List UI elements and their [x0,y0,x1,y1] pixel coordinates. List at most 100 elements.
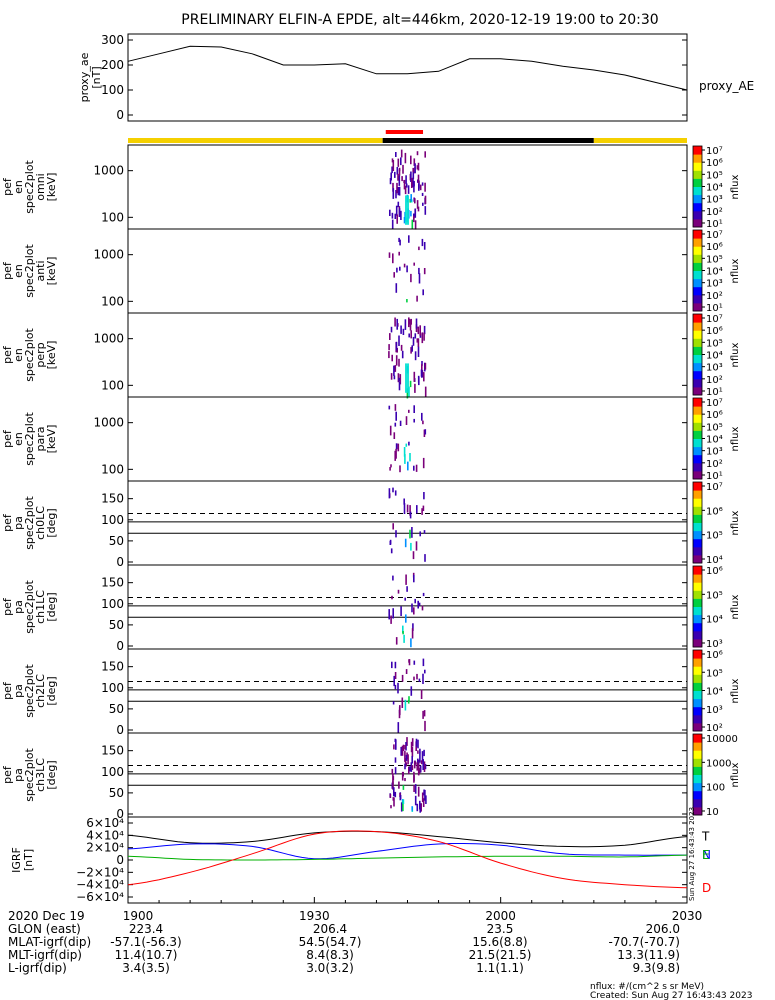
spectrogram-ylabel-line: [deg] [45,676,58,705]
colorbar-segment [693,202,702,212]
colorbar-segment [693,178,702,187]
colorbar-segment [693,354,702,364]
colorbar-label: nflux [730,342,741,367]
spectrogram-core-flux [405,195,410,225]
colorbar-segment [693,406,702,415]
colorbar-segment [693,530,702,540]
spectrogram-ylabel-line: en [12,348,25,362]
spectrogram-ylabel-line: [deg] [45,592,58,621]
spectrogram-ylabel-line: pef [1,513,14,532]
colorbar-tick-label: 10³ [706,705,723,716]
colorbar-segment [693,322,702,331]
colorbar-segment [693,186,702,196]
colorbar-segment [693,582,702,591]
colorbar-tick-label: 10⁷ [706,398,723,409]
spectrogram-ytick-label: 50 [109,534,124,548]
spectrogram-core-flux [405,363,410,393]
colorbar-tick-label: 10³ [706,639,723,650]
colorbar-tick-label: 10⁶ [706,566,723,577]
colorbar-segment [693,482,702,491]
colorbar-segment [693,658,702,667]
colorbar-segment [693,254,702,263]
colorbar-segment [693,346,702,355]
colorbar-tick-label: 1000 [706,758,731,769]
footer-row-value: 206.4 [313,922,347,936]
spectrogram-ylabel-line: spec2plot [23,580,36,634]
colorbar-tick-label: 10⁴ [706,435,723,446]
colorbar-segment [693,538,702,548]
colorbar-segment [693,666,702,675]
igrf-ytick-label: 0 [116,853,124,867]
igrf-ytick-label: 2×10⁴ [86,841,124,855]
colorbar-tick-label: 10⁶ [706,506,723,517]
colorbar-tick-label: 10² [706,375,723,386]
time-axis-label: 1900 [123,909,154,923]
colorbar-segment [693,714,702,724]
spectrogram-ytick-label: 0 [116,807,124,821]
igrf-series-label-d: D [702,881,711,895]
colorbar-segment [693,506,702,515]
spectrogram-ytick-label: 50 [109,618,124,632]
spectrogram-ylabel-line: pef [1,429,14,448]
colorbar-segment [693,330,702,339]
colorbar-segment [693,246,702,255]
colorbar-tick-label: 10² [706,207,723,218]
colorbar-tick-label: 10 [706,807,719,818]
igrf-ytick-label: −6×10⁴ [76,890,124,904]
colorbar-label: nflux [730,762,741,787]
spectrogram-ylabel: elapefenspec2plotanti[keV] [0,244,58,298]
spectrogram-ylabel-line: pef [1,177,14,196]
spectrogram-ylabel-line: en [12,264,25,278]
colorbar-segment [693,806,702,816]
proxy-ae-line [127,45,688,91]
spectrogram-ylabel-line: pef [1,597,14,616]
footer-row-value: 23.5 [487,922,514,936]
colorbar-segment [693,682,702,691]
colorbar-tick-label: 10² [706,723,723,734]
footer-row-value: 8.4(8.3) [306,948,354,962]
colorbar-tick-label: 10⁶ [706,410,723,421]
spectrogram-ylabel-line: pa [12,600,25,614]
plot-title: PRELIMINARY ELFIN-A EPDE, alt=446km, 202… [181,12,658,28]
spectrogram-ytick-label: 0 [116,639,124,653]
shadow-bar [382,138,594,143]
spectrogram-ylabel-line: perp [34,342,47,367]
footer-row-value: 15.6(8.8) [472,935,527,949]
spectrogram-ytick-label: 1000 [93,332,124,346]
footer-ephemeris: 2020 Dec 19 nflux: #/(cm^2 s sr MeV) Cre… [8,909,752,1000]
colorbar-segment [693,674,702,683]
colorbar-tick-label: 10⁷ [706,482,723,493]
footer-row-value: 3.4(3.5) [122,961,170,975]
colorbar-tick-label: 100 [706,783,725,794]
spectrogram-ytick-label: 150 [101,576,124,590]
footer-created: Created: Sun Aug 27 16:43:43 2023 [590,991,752,1000]
colorbar-frame [692,565,703,648]
colorbar-segment [693,622,702,632]
spectrogram-ytick-label: 0 [116,555,124,569]
colorbar-segment [693,758,702,767]
colorbar-tick-label: 10¹ [706,303,723,314]
igrf-line-e [127,854,688,861]
footer-row-label: MLT-igrf(dip) [8,948,82,962]
spectrogram-ylabel-line: spec2plot [23,496,36,550]
footer-units-note: nflux: #/(cm^2 s sr MeV) [590,982,704,992]
colorbar-segment [693,798,702,808]
colorbar-tick-label: 10⁴ [706,555,723,566]
colorbar-segment [693,278,702,288]
proxy-ae-ytick-label: 100 [101,83,124,97]
colorbar-tick-label: 10⁴ [706,267,723,278]
igrf-series-label-n: N [702,848,711,862]
colorbar-tick-label: 10³ [706,195,723,206]
colorbar-tick-label: 10⁶ [706,242,723,253]
spectrogram-ylabel-line: spec2plot [23,160,36,214]
proxy-ae-ytick-label: 0 [116,108,124,122]
spectrogram-ytick-label: 100 [101,765,124,779]
spectrogram-ytick-label: 100 [101,378,124,392]
spectrogram-ylabel: elapefpaspec2plotch3LC[deg] [0,748,58,802]
spectrogram-ylabel-line: ch3LC [34,758,47,792]
colorbar-tick-label: 10⁴ [706,351,723,362]
colorbar-segment [693,338,702,347]
spectrogram-ylabel-line: pef [1,261,14,280]
spectrogram-ytick-label: 150 [101,744,124,758]
colorbar-tick-label: 10⁵ [706,590,723,601]
